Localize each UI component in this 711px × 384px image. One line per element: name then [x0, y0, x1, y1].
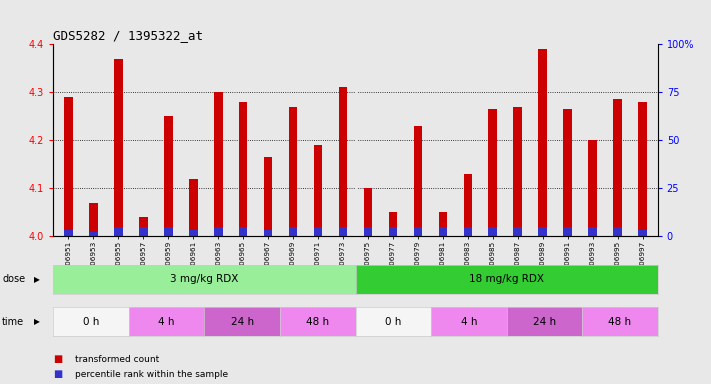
- Bar: [439, 227, 447, 236]
- Bar: [389, 212, 397, 236]
- Bar: [338, 227, 348, 236]
- Text: transformed count: transformed count: [75, 354, 159, 364]
- Bar: [464, 227, 472, 236]
- Bar: [89, 232, 97, 236]
- Text: dose: dose: [2, 274, 26, 285]
- Bar: [563, 109, 572, 236]
- Text: ▶: ▶: [34, 317, 40, 326]
- Text: ■: ■: [53, 369, 63, 379]
- Bar: [314, 227, 322, 236]
- Text: 24 h: 24 h: [533, 316, 556, 327]
- Bar: [363, 188, 373, 236]
- Bar: [164, 227, 173, 236]
- Text: 0 h: 0 h: [83, 316, 100, 327]
- Text: time: time: [2, 316, 24, 327]
- Bar: [614, 99, 622, 236]
- Text: 4 h: 4 h: [461, 316, 477, 327]
- Bar: [139, 227, 148, 236]
- Bar: [164, 116, 173, 236]
- Bar: [314, 145, 322, 236]
- Text: ■: ■: [53, 354, 63, 364]
- Bar: [589, 140, 597, 236]
- Bar: [589, 227, 597, 236]
- Bar: [64, 97, 73, 236]
- Bar: [513, 227, 522, 236]
- Text: 48 h: 48 h: [306, 316, 329, 327]
- Bar: [563, 227, 572, 236]
- Bar: [239, 102, 247, 236]
- Bar: [538, 49, 547, 236]
- Bar: [264, 157, 272, 236]
- Bar: [139, 217, 148, 236]
- Bar: [114, 227, 122, 236]
- Bar: [538, 227, 547, 236]
- Bar: [289, 107, 297, 236]
- Bar: [638, 102, 647, 236]
- Bar: [439, 212, 447, 236]
- Text: GDS5282 / 1395322_at: GDS5282 / 1395322_at: [53, 28, 203, 41]
- Bar: [289, 227, 297, 236]
- Bar: [414, 126, 422, 236]
- Text: 18 mg/kg RDX: 18 mg/kg RDX: [469, 274, 544, 285]
- Text: 24 h: 24 h: [230, 316, 254, 327]
- Bar: [338, 88, 348, 236]
- Bar: [464, 174, 472, 236]
- Text: ▶: ▶: [34, 275, 40, 284]
- Bar: [389, 227, 397, 236]
- Bar: [614, 227, 622, 236]
- Bar: [363, 227, 373, 236]
- Bar: [414, 227, 422, 236]
- Bar: [214, 227, 223, 236]
- Bar: [264, 230, 272, 236]
- Bar: [89, 203, 97, 236]
- Bar: [189, 179, 198, 236]
- Bar: [488, 227, 497, 236]
- Bar: [64, 230, 73, 236]
- Bar: [638, 230, 647, 236]
- Bar: [114, 59, 122, 236]
- Text: percentile rank within the sample: percentile rank within the sample: [75, 370, 228, 379]
- Text: 0 h: 0 h: [385, 316, 402, 327]
- Bar: [488, 109, 497, 236]
- Text: 4 h: 4 h: [159, 316, 175, 327]
- Bar: [214, 92, 223, 236]
- Text: 3 mg/kg RDX: 3 mg/kg RDX: [170, 274, 239, 285]
- Bar: [189, 230, 198, 236]
- Bar: [239, 227, 247, 236]
- Bar: [513, 107, 522, 236]
- Text: 48 h: 48 h: [609, 316, 631, 327]
